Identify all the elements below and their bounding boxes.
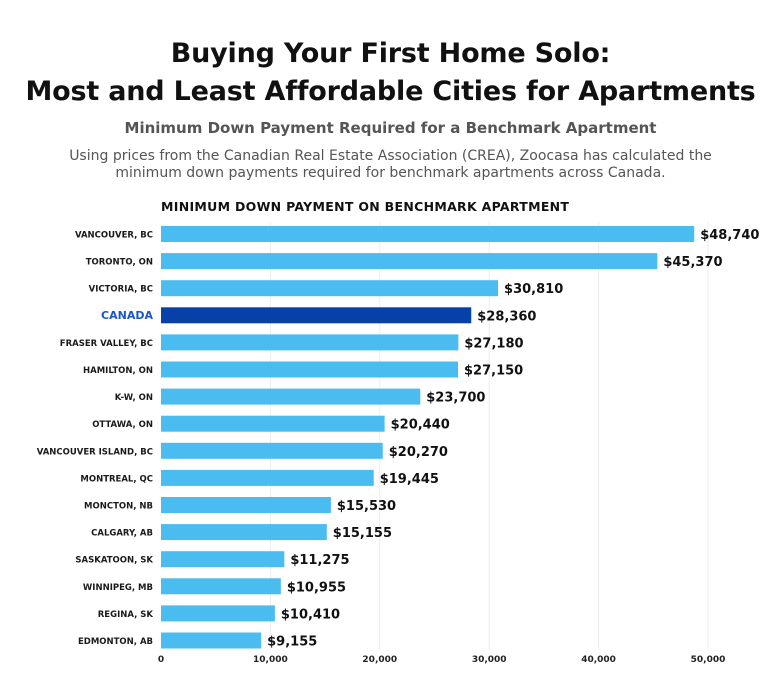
bar <box>161 632 262 649</box>
x-tick-label: 10,000 <box>253 655 288 665</box>
page-subtitle: Minimum Down Payment Required for a Benc… <box>124 119 657 137</box>
category-label: VANCOUVER ISLAND, BC <box>37 447 153 457</box>
category-label: HAMILTON, ON <box>83 366 153 376</box>
bar <box>161 226 695 242</box>
bar <box>161 605 275 622</box>
category-label: K-W, ON <box>115 393 153 403</box>
bar <box>161 280 499 297</box>
bar <box>161 469 374 486</box>
value-label: $27,150 <box>464 364 523 379</box>
category-label: MONTREAL, QC <box>80 474 153 484</box>
x-tick-label: 0 <box>158 655 164 665</box>
bar <box>161 334 459 351</box>
value-label: $45,370 <box>663 255 722 270</box>
bar <box>161 497 331 513</box>
category-label: CALGARY, AB <box>91 529 153 539</box>
category-label: VICTORIA, BC <box>89 285 153 295</box>
bar <box>161 388 421 405</box>
value-label: $30,810 <box>504 282 563 297</box>
value-label: $10,955 <box>287 580 346 595</box>
value-label: $20,270 <box>389 445 448 460</box>
bar <box>161 307 472 324</box>
value-label: $19,445 <box>380 472 439 487</box>
value-label: $28,360 <box>477 309 536 324</box>
category-label: WINNIPEG, MB <box>83 583 153 593</box>
value-label: $11,275 <box>290 553 349 568</box>
bar <box>161 442 383 459</box>
bar <box>161 524 327 541</box>
category-label: EDMONTON, AB <box>78 637 153 647</box>
x-tick-label: 40,000 <box>581 655 616 665</box>
category-label: CANADA <box>101 309 153 322</box>
x-tick-label: 20,000 <box>362 655 397 665</box>
bar <box>161 361 459 378</box>
bar <box>161 253 658 270</box>
value-label: $15,155 <box>333 526 392 541</box>
value-label: $23,700 <box>426 391 485 406</box>
page-description: Using prices from the Canadian Real Esta… <box>69 148 712 181</box>
category-label: SASKATOON, SK <box>75 556 153 566</box>
category-label: TORONTO, ON <box>86 258 153 268</box>
bar <box>161 578 281 595</box>
category-label: OTTAWA, ON <box>92 420 153 430</box>
x-tick-label: 50,000 <box>691 655 726 665</box>
page-title-line-1: Buying Your First Home Solo: <box>170 38 611 69</box>
page-title-line-2: Most and Least Affordable Cities for Apa… <box>25 76 756 107</box>
value-label: $48,740 <box>700 228 759 243</box>
category-label: VANCOUVER, BC <box>75 231 153 241</box>
category-label: MONCTON, NB <box>84 502 153 512</box>
category-label: REGINA, SK <box>98 610 154 620</box>
value-label: $20,440 <box>391 418 450 433</box>
category-label: FRASER VALLEY, BC <box>60 339 153 349</box>
value-label: $27,180 <box>464 336 523 351</box>
bar <box>161 415 385 432</box>
x-tick-label: 30,000 <box>472 655 507 665</box>
value-label: $15,530 <box>337 499 396 514</box>
value-label: $9,155 <box>267 635 317 650</box>
value-label: $10,410 <box>281 607 340 622</box>
chart-title: MINIMUM DOWN PAYMENT ON BENCHMARK APARTM… <box>161 199 570 214</box>
bar <box>161 551 285 568</box>
